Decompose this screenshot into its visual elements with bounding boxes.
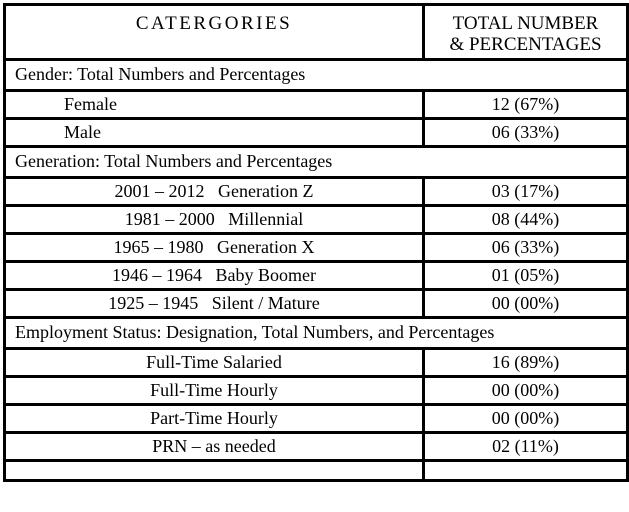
category-cell: 2001 – 2012 Generation Z [3,176,425,207]
header-totals-line2: & PERCENTAGES [449,34,602,55]
table-row-millennial: 1981 – 2000 Millennial 08 (44%) [3,204,629,235]
table-row-generation-x: 1965 – 1980 Generation X 06 (33%) [3,232,629,263]
header-totals-line1: TOTAL NUMBER [452,13,599,34]
category-cell [3,459,425,482]
value-cell: 01 (05%) [422,260,629,291]
table-row-part-time-hourly: Part-Time Hourly 00 (00%) [3,403,629,434]
section-row-generation: Generation: Total Numbers and Percentage… [3,145,629,179]
category-cell: Part-Time Hourly [3,403,425,434]
header-cell-categories: CATERGORIES [3,3,425,61]
category-cell: Male [3,117,425,148]
category-cell: 1946 – 1964 Baby Boomer [3,260,425,291]
category-cell: Female [3,89,425,120]
header-cell-totals: TOTAL NUMBER & PERCENTAGES [422,3,629,61]
table-row-silent-mature: 1925 – 1945 Silent / Mature 00 (00%) [3,288,629,319]
category-cell: 1965 – 1980 Generation X [3,232,425,263]
value-cell: 06 (33%) [422,117,629,148]
section-title-cell: Employment Status: Designation, Total Nu… [3,316,629,350]
table-row-female: Female 12 (67%) [3,89,629,120]
table-row-male: Male 06 (33%) [3,117,629,148]
table-row-full-time-salaried: Full-Time Salaried 16 (89%) [3,347,629,378]
value-cell: 08 (44%) [422,204,629,235]
value-cell: 00 (00%) [422,288,629,319]
value-cell [422,459,629,482]
demographics-table: CATERGORIES TOTAL NUMBER & PERCENTAGES G… [3,3,629,482]
table-row-full-time-hourly: Full-Time Hourly 00 (00%) [3,375,629,406]
value-cell: 03 (17%) [422,176,629,207]
table-row-generation-z: 2001 – 2012 Generation Z 03 (17%) [3,176,629,207]
header-categories-label: CATERGORIES [135,13,293,34]
section-title-cell: Gender: Total Numbers and Percentages [3,58,629,92]
table-header-row: CATERGORIES TOTAL NUMBER & PERCENTAGES [3,3,629,61]
category-cell: 1925 – 1945 Silent / Mature [3,288,425,319]
table-row-prn: PRN – as needed 02 (11%) [3,431,629,462]
value-cell: 02 (11%) [422,431,629,462]
value-cell: 12 (67%) [422,89,629,120]
table-row-baby-boomer: 1946 – 1964 Baby Boomer 01 (05%) [3,260,629,291]
section-title-cell: Generation: Total Numbers and Percentage… [3,145,629,179]
section-row-gender: Gender: Total Numbers and Percentages [3,58,629,92]
table-row-clipped [3,459,629,482]
value-cell: 16 (89%) [422,347,629,378]
category-cell: 1981 – 2000 Millennial [3,204,425,235]
value-cell: 06 (33%) [422,232,629,263]
value-cell: 00 (00%) [422,403,629,434]
category-cell: Full-Time Salaried [3,347,425,378]
category-cell: Full-Time Hourly [3,375,425,406]
category-cell: PRN – as needed [3,431,425,462]
value-cell: 00 (00%) [422,375,629,406]
section-row-employment: Employment Status: Designation, Total Nu… [3,316,629,350]
